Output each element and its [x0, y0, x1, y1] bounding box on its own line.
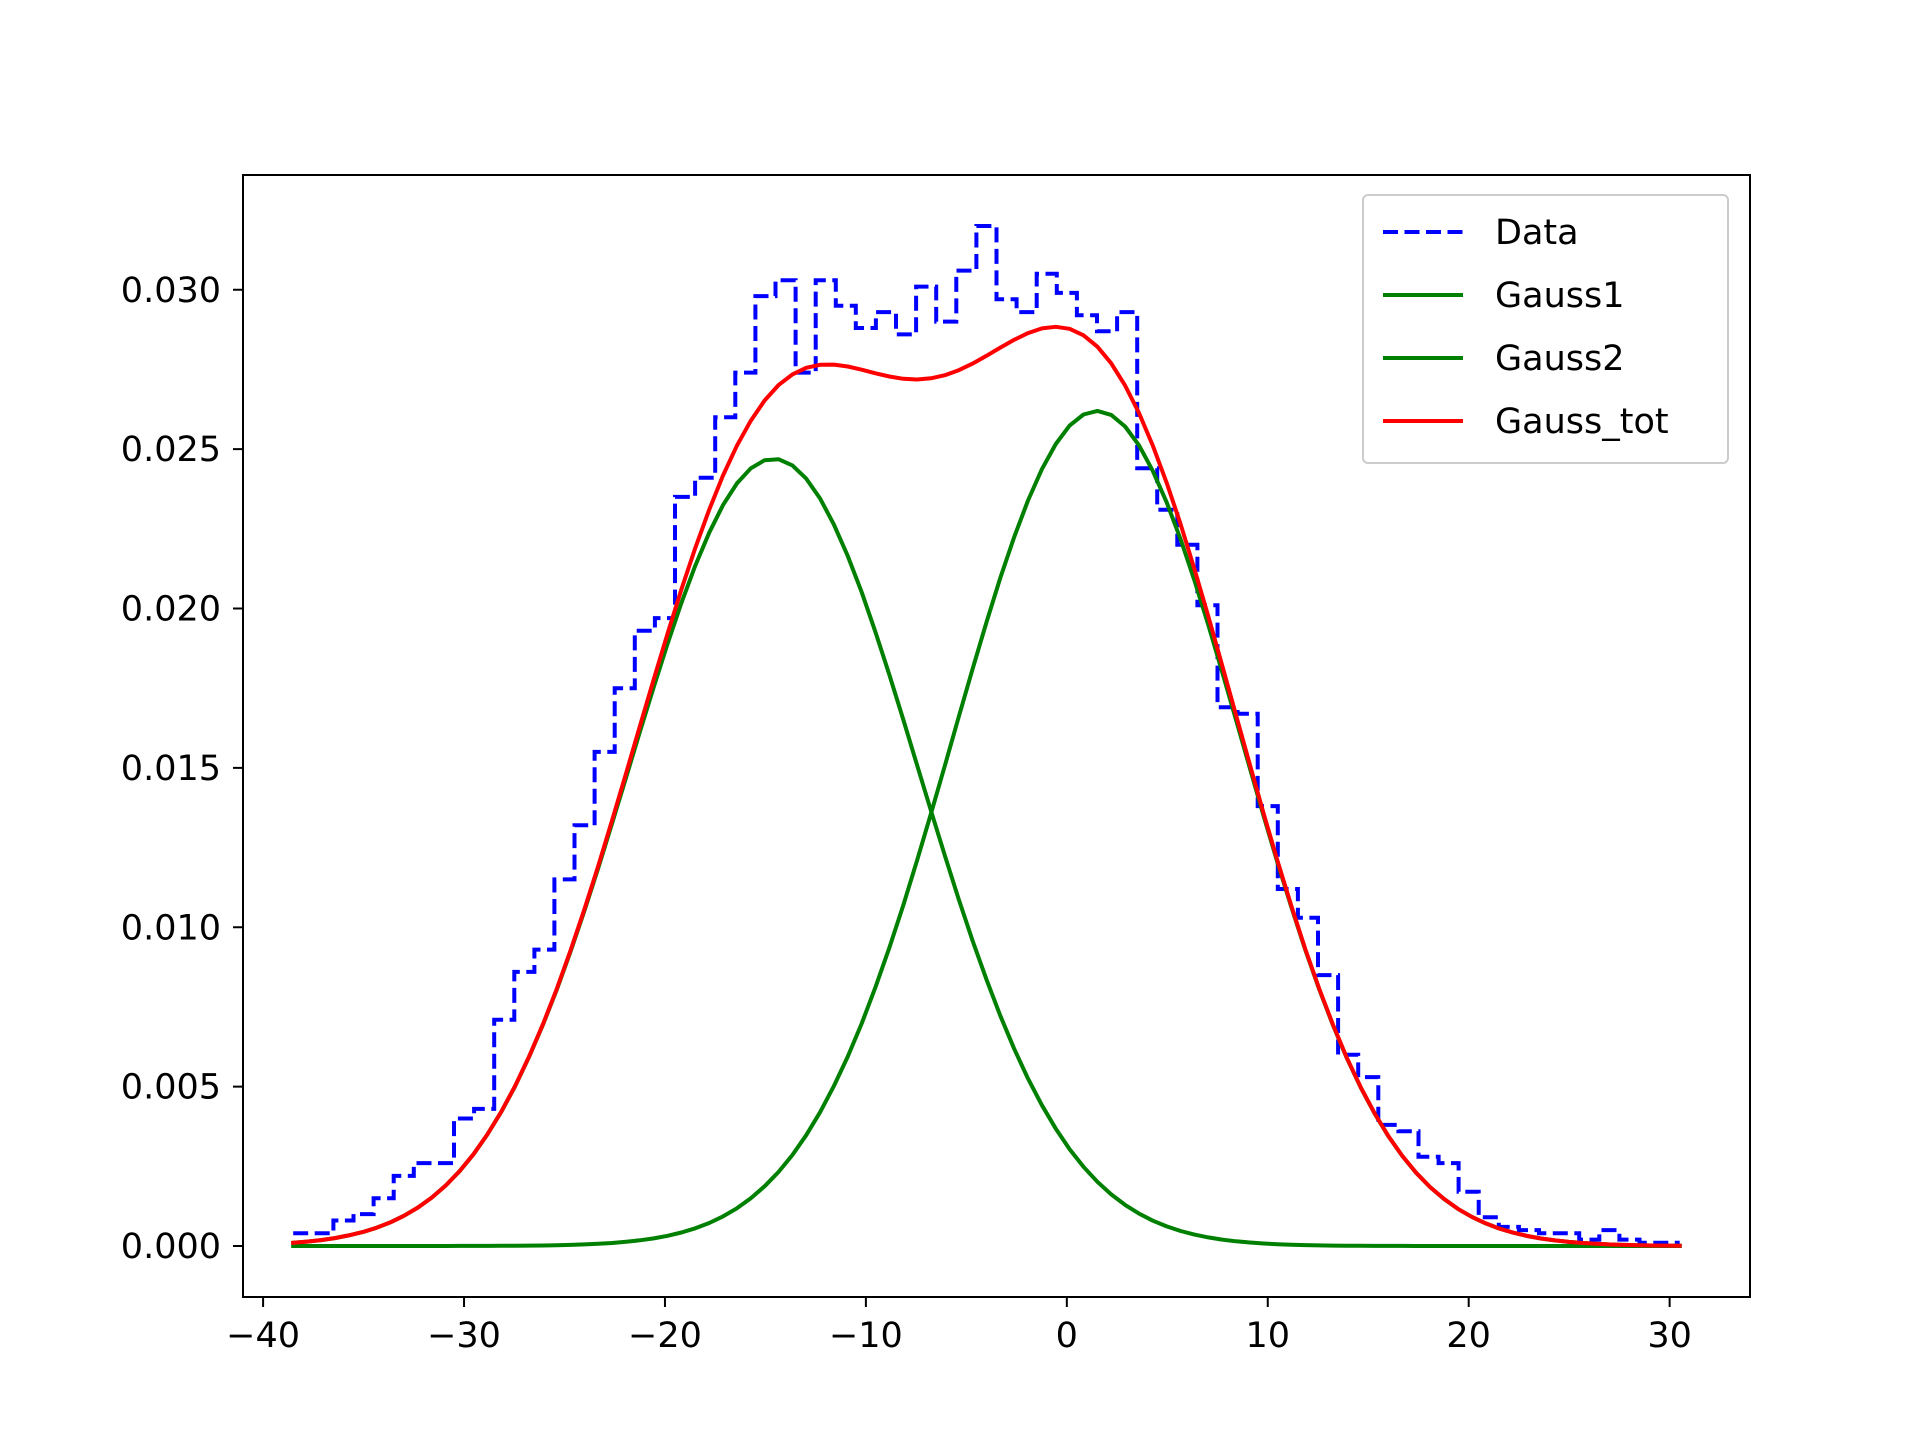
legend-label-gauss2: Gauss2: [1495, 339, 1625, 379]
legend-label-gauss-tot: Gauss_tot: [1495, 402, 1669, 442]
plot-area: [291, 224, 1682, 1248]
y-tick-label: 0.000: [121, 1227, 221, 1267]
y-tick-label: 0.015: [121, 749, 221, 789]
axes-frame: [242, 174, 1751, 1298]
x-tick-label: 10: [1245, 1316, 1290, 1356]
x-tick-label: 0: [1056, 1316, 1078, 1356]
y-tick-label: 0.030: [121, 271, 221, 311]
x-tick-label: 30: [1647, 1316, 1692, 1356]
y-tick-label: 0.025: [121, 430, 221, 470]
legend-box: [1362, 194, 1729, 464]
x-tick-label: −20: [628, 1316, 702, 1356]
x-tick-label: −40: [226, 1316, 300, 1356]
series-gauss-tot-line: [291, 324, 1682, 1248]
legend-label-data: Data: [1495, 213, 1579, 253]
x-tick-label: −10: [829, 1316, 903, 1356]
y-tick-label: 0.020: [121, 590, 221, 630]
legend-label-gauss1: Gauss1: [1495, 276, 1625, 316]
legend: Data Gauss1 Gauss2 Gauss_tot: [1362, 194, 1729, 464]
plot-content: [291, 224, 1682, 1248]
series-data-line: [293, 224, 1680, 1245]
y-tick-label: 0.010: [121, 908, 221, 948]
x-tick-label: 20: [1446, 1316, 1491, 1356]
y-tick-label: 0.005: [121, 1068, 221, 1108]
axes: −40 −30 −20 −10 0 10 20 30 0.000 0.005 0.010 0.015 0…: [121, 174, 1751, 1356]
x-tick-label: −30: [427, 1316, 501, 1356]
